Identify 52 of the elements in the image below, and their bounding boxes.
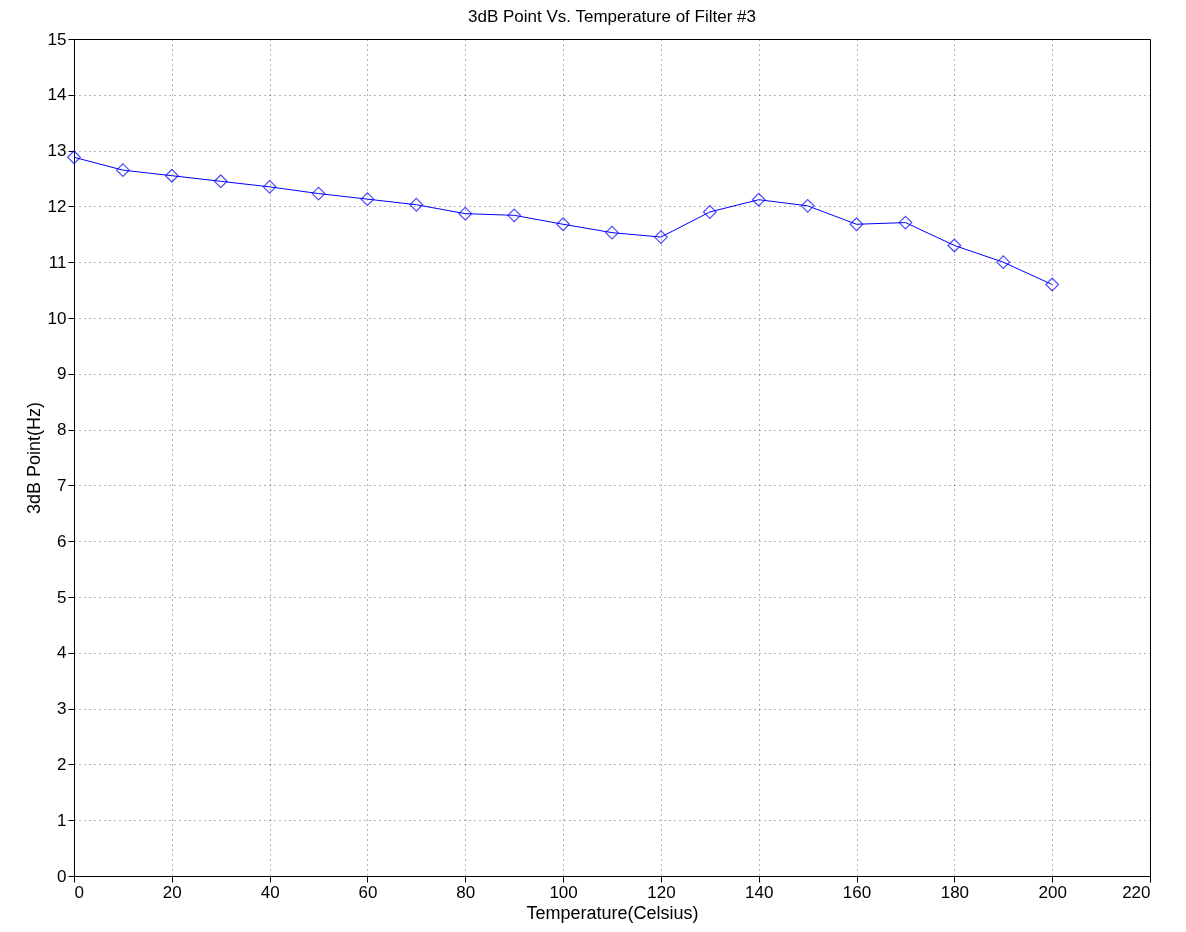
x-tick-label: 140 (745, 882, 774, 902)
point (947, 238, 962, 253)
y-tick-label: 5 (57, 587, 67, 607)
y-tick-label: 14 (47, 85, 67, 105)
point (115, 163, 130, 178)
y-tick-label: 12 (47, 196, 67, 216)
y-tick-label: 9 (57, 364, 67, 384)
point (262, 179, 277, 194)
point (311, 186, 326, 201)
y-tick-label: 0 (57, 866, 67, 886)
point (67, 150, 81, 165)
y-tick-label: 6 (57, 531, 67, 551)
point (213, 174, 228, 189)
point (409, 197, 424, 212)
x-tick-label: 80 (456, 882, 476, 902)
point (458, 206, 473, 221)
y-tick-label: 2 (57, 754, 67, 774)
x-tick-label: 180 (940, 882, 970, 902)
x-tick-label: 160 (842, 882, 872, 902)
x-tick-label: 100 (549, 882, 578, 902)
x-tick-label: 20 (162, 882, 182, 902)
point (605, 225, 619, 240)
x-tick-label: 0 (74, 882, 84, 902)
x-tick-label: 120 (647, 882, 676, 902)
y-tick-label: 11 (48, 252, 67, 272)
x-tick-label: 60 (358, 882, 378, 902)
point (996, 255, 1011, 270)
point (507, 208, 522, 223)
point (1045, 277, 1060, 292)
point (556, 217, 571, 232)
y-tick-label: 13 (47, 141, 67, 161)
point (653, 230, 668, 245)
point (360, 192, 375, 207)
point (800, 198, 815, 213)
x-tick-label: 200 (1038, 882, 1067, 902)
point (898, 215, 913, 230)
point (849, 217, 864, 232)
y-tick-label: 15 (47, 29, 67, 49)
x-tick-label: 220 (1122, 882, 1151, 902)
point (164, 168, 179, 183)
x-tick-label: 40 (260, 882, 280, 902)
point (751, 192, 766, 207)
y-tick-label: 10 (47, 308, 67, 328)
y-tick-label: 1 (57, 810, 67, 830)
y-tick-label: 3 (57, 699, 67, 719)
y-tick-label: 8 (57, 420, 67, 440)
y-tick-label: 7 (57, 475, 67, 495)
y-tick-label: 4 (57, 643, 67, 663)
x-axis-title: Temperature(Celsius) (526, 902, 699, 923)
y-axis-title: 3dB Point(Hz) (23, 401, 44, 515)
chart-title: 3dB Point Vs. Temperature of Filter #3 (468, 7, 756, 26)
point (702, 205, 717, 219)
